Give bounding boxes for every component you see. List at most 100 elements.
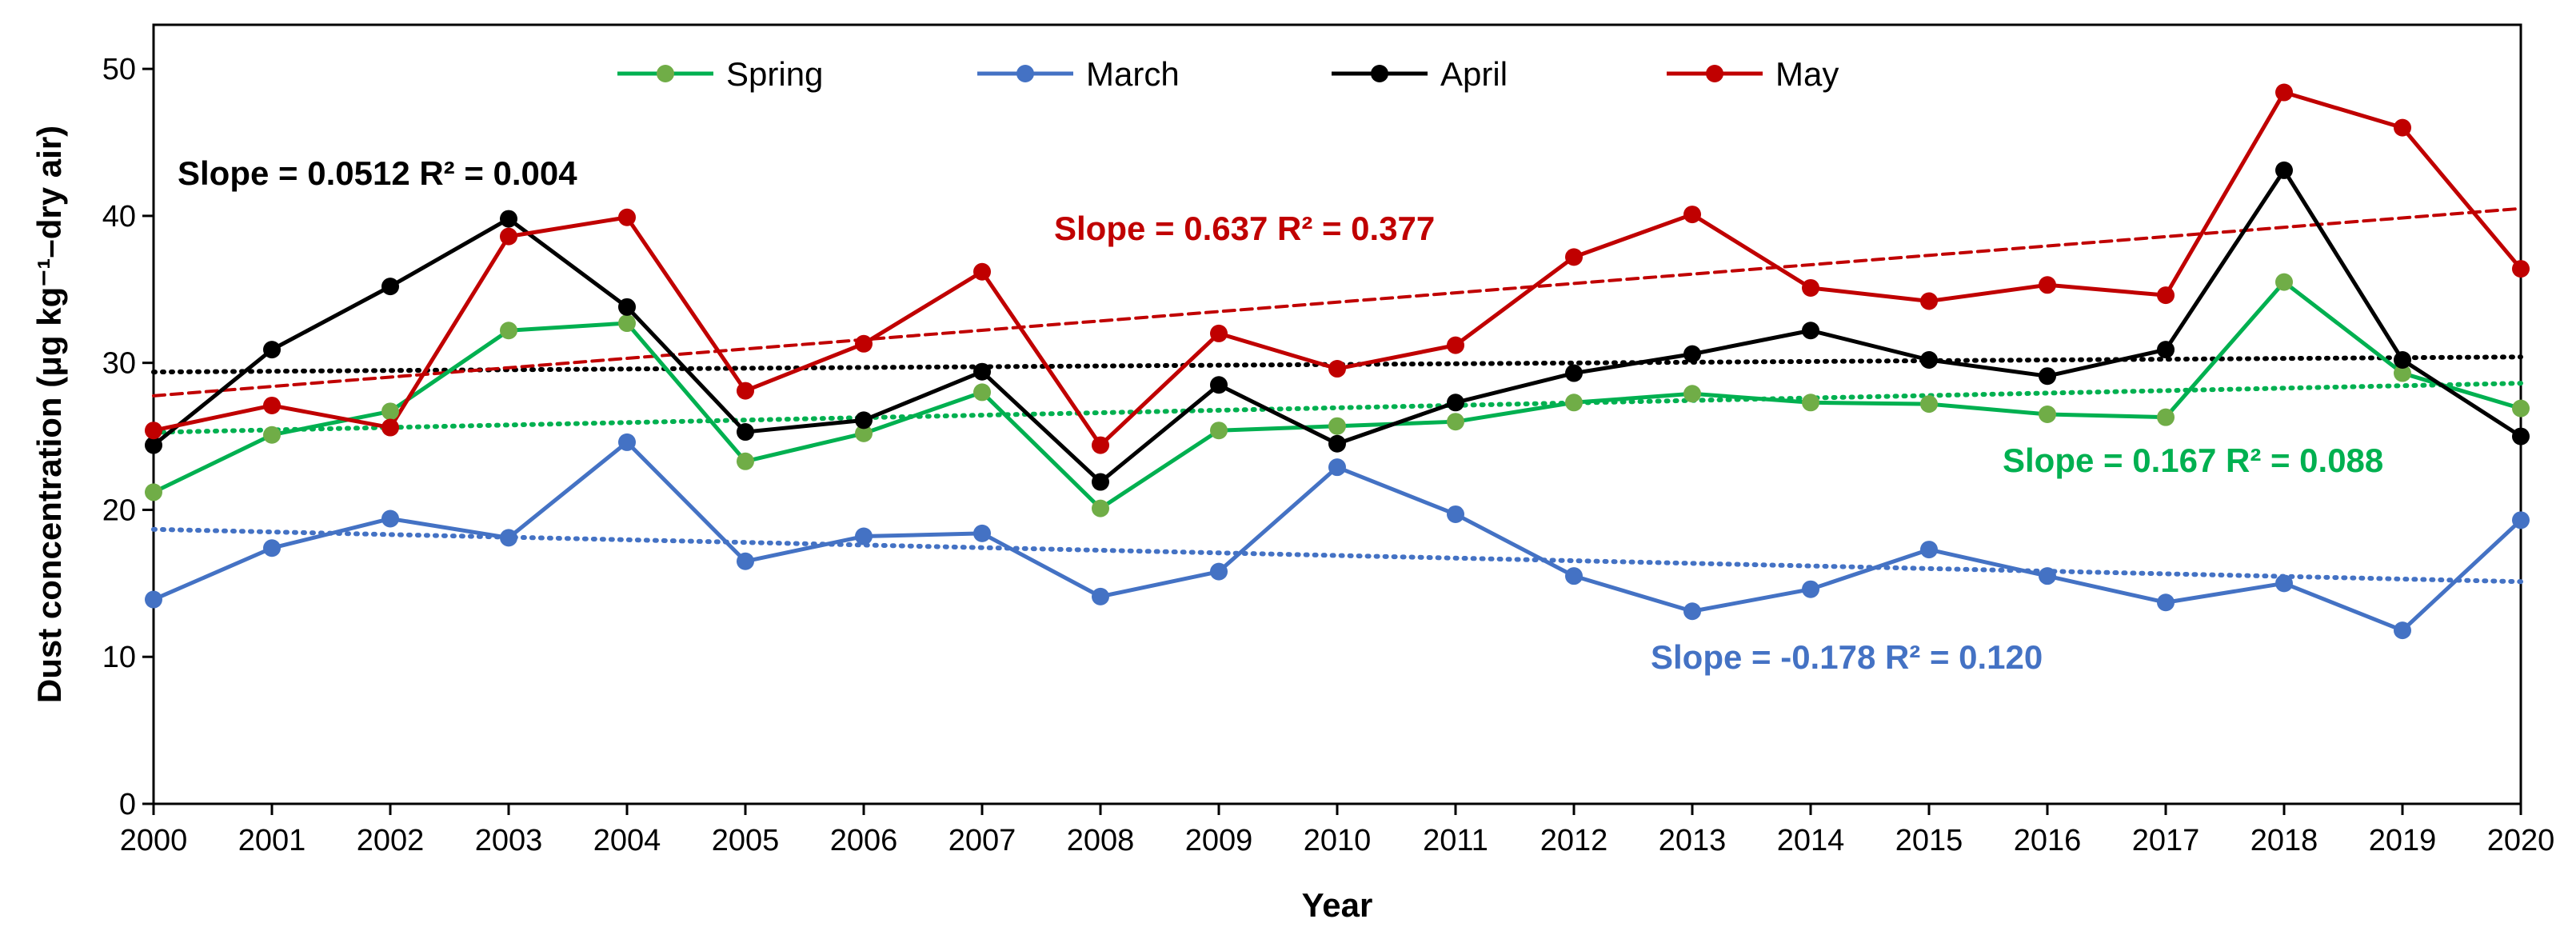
- data-point-spring: [145, 483, 162, 501]
- data-point-may: [1092, 436, 1109, 454]
- x-tick-label: 2011: [1423, 824, 1488, 857]
- data-point-march: [737, 552, 754, 570]
- data-point-may: [2512, 260, 2530, 278]
- x-tick-label: 2005: [712, 824, 780, 857]
- trend-line-may: [152, 206, 2522, 398]
- data-point-april: [145, 436, 162, 454]
- y-tick-label: 50: [102, 53, 136, 86]
- data-point-april: [1328, 434, 1346, 453]
- data-point-may: [2275, 83, 2293, 102]
- x-tick-label: 2010: [1304, 824, 1372, 857]
- data-point-march: [2275, 574, 2293, 593]
- legend-marker-spring: [657, 65, 674, 82]
- trend-line-spring: [151, 381, 2523, 435]
- data-point-march: [2512, 511, 2530, 529]
- trend-line-march: [151, 526, 2523, 585]
- data-point-march: [381, 509, 399, 528]
- data-point-may: [1683, 206, 1701, 224]
- data-point-spring: [1092, 499, 1109, 517]
- data-point-april: [1447, 394, 1464, 412]
- x-tick-label: 2003: [475, 824, 543, 857]
- data-point-april: [2512, 427, 2530, 446]
- x-tick-label: 2017: [2132, 824, 2200, 857]
- legend-label-april: April: [1440, 55, 1508, 93]
- data-point-spring: [2157, 408, 2175, 426]
- data-point-march: [145, 590, 162, 609]
- data-point-spring: [737, 452, 754, 470]
- data-point-spring: [1683, 385, 1701, 403]
- data-point-april: [500, 210, 517, 228]
- data-point-april: [381, 278, 399, 296]
- trend-label-march: Slope = -0.178 R² = 0.120: [1651, 638, 2043, 676]
- x-tick-label: 2013: [1659, 824, 1727, 857]
- data-point-april: [1802, 322, 1819, 340]
- data-point-spring: [618, 314, 636, 333]
- data-point-april: [855, 411, 873, 430]
- data-point-spring: [1920, 395, 1938, 414]
- legend: Spring March April May: [617, 55, 1839, 93]
- data-point-spring: [1565, 394, 1583, 412]
- data-point-april: [973, 362, 991, 381]
- y-tick-label: 20: [102, 493, 136, 527]
- data-point-march: [263, 539, 281, 557]
- legend-marker-may: [1706, 65, 1723, 82]
- x-tick-label: 2016: [2014, 824, 2082, 857]
- data-point-march: [855, 527, 873, 545]
- data-point-may: [855, 334, 873, 353]
- data-point-spring: [2275, 273, 2293, 291]
- data-point-may: [737, 382, 754, 400]
- legend-label-spring: Spring: [726, 55, 823, 93]
- data-point-spring: [1447, 413, 1464, 431]
- data-point-march: [1683, 602, 1701, 621]
- data-point-may: [381, 418, 399, 437]
- data-point-march: [2039, 567, 2056, 585]
- legend-marker-march: [1016, 65, 1034, 82]
- data-point-march: [973, 524, 991, 542]
- x-tick-label: 2012: [1540, 824, 1608, 857]
- data-point-may: [1447, 336, 1464, 354]
- data-point-march: [1092, 587, 1109, 605]
- data-point-may: [1802, 278, 1819, 297]
- x-tick-label: 2001: [238, 824, 306, 857]
- data-point-april: [1092, 473, 1109, 491]
- y-tick-label: 10: [102, 641, 136, 674]
- x-axis-title: Year: [1302, 886, 1373, 924]
- data-point-spring: [2039, 406, 2056, 423]
- legend-marker-april: [1371, 65, 1388, 82]
- data-point-april: [1683, 345, 1701, 363]
- data-point-may: [973, 262, 991, 281]
- x-tick-label: 2018: [2251, 824, 2318, 857]
- x-tick-label: 2000: [120, 824, 188, 857]
- data-point-march: [2157, 593, 2175, 612]
- x-tick-label: 2006: [830, 824, 898, 857]
- data-point-march: [1565, 567, 1583, 585]
- data-point-april: [2157, 341, 2175, 359]
- data-point-april: [737, 423, 754, 442]
- data-point-spring: [855, 424, 873, 442]
- x-tick-label: 2020: [2487, 824, 2555, 857]
- data-point-april: [1565, 364, 1583, 382]
- data-point-may: [2039, 276, 2056, 294]
- data-point-april: [2275, 161, 2293, 179]
- y-tick-label: 30: [102, 347, 136, 381]
- data-point-spring: [973, 383, 991, 402]
- data-point-may: [500, 227, 517, 246]
- data-point-april: [618, 298, 636, 316]
- data-point-march: [2394, 621, 2411, 640]
- data-point-april: [1210, 376, 1228, 394]
- x-tick-label: 2004: [593, 824, 661, 857]
- trend-label-spring: Slope = 0.167 R² = 0.088: [2003, 442, 2383, 479]
- trend-label-may: Slope = 0.637 R² = 0.377: [1054, 210, 1435, 247]
- data-point-march: [1210, 562, 1228, 581]
- data-point-march: [1920, 541, 1938, 559]
- y-axis-title: Dust concentration (μg kg⁻¹–dry air): [30, 126, 68, 703]
- legend-label-march: March: [1086, 55, 1180, 93]
- data-point-spring: [381, 402, 399, 421]
- data-point-spring: [2512, 399, 2530, 418]
- data-point-march: [500, 529, 517, 547]
- data-point-spring: [263, 426, 281, 444]
- data-point-spring: [1210, 422, 1228, 440]
- series-markers: [145, 83, 2530, 640]
- data-point-may: [2157, 286, 2175, 305]
